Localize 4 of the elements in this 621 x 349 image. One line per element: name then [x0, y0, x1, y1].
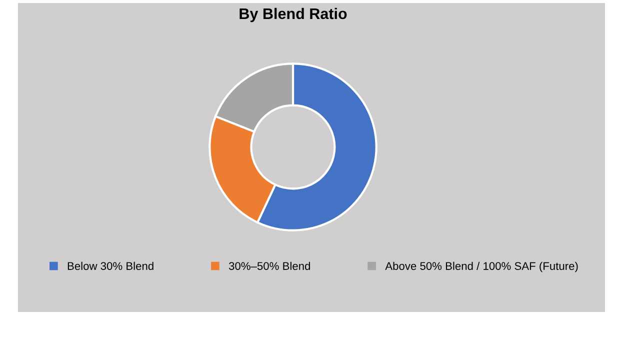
legend-label: Below 30% Blend [68, 262, 154, 270]
legend-label: Above 50% Blend / 100% SAF (Future) [385, 262, 578, 272]
chart-title: By Blend Ratio [240, 8, 347, 22]
legend-label: 30%–50% Blend [228, 262, 310, 270]
